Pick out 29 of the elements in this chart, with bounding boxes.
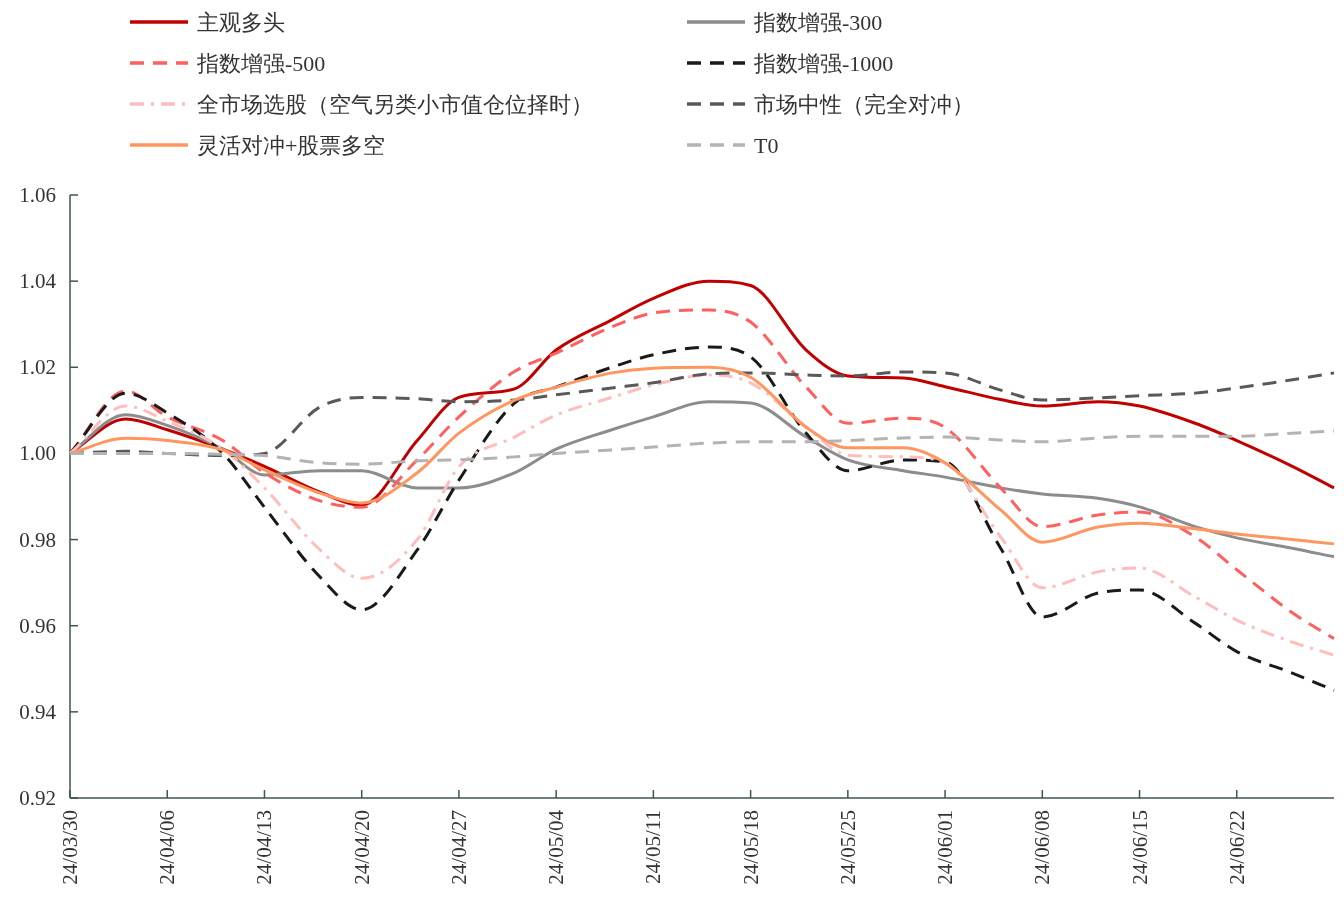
- x-tick-label: 24/04/27: [446, 810, 471, 885]
- legend-label: 指数增强-1000: [753, 51, 894, 76]
- x-tick-label: 24/05/04: [544, 809, 569, 885]
- x-tick-label: 24/06/22: [1224, 810, 1249, 885]
- y-tick-label: 0.94: [19, 699, 57, 724]
- y-tick-label: 0.96: [19, 613, 56, 638]
- legend-label: 灵活对冲+股票多空: [197, 133, 386, 158]
- y-tick-label: 1.02: [19, 355, 56, 380]
- y-tick-label: 1.00: [19, 441, 56, 466]
- legend-label: 市场中性（完全对冲）: [754, 92, 974, 117]
- y-tick-label: 0.92: [19, 786, 56, 810]
- x-tick-label: 24/04/06: [155, 810, 180, 885]
- x-tick-label: 24/06/15: [1127, 810, 1152, 885]
- x-tick-label: 24/04/20: [349, 810, 374, 885]
- y-tick-label: 0.98: [19, 527, 56, 552]
- x-tick-label: 24/04/13: [252, 810, 277, 885]
- legend-label: 主观多头: [197, 10, 285, 35]
- legend-label: 指数增强-300: [753, 10, 883, 35]
- legend-label: 全市场选股（空气另类小市值仓位择时）: [197, 92, 593, 117]
- x-tick-label: 24/05/11: [641, 810, 666, 884]
- y-tick-label: 1.04: [19, 269, 57, 294]
- x-tick-label: 24/06/01: [933, 810, 958, 885]
- y-tick-label: 1.06: [19, 183, 56, 207]
- legend-label: 指数增强-500: [196, 51, 326, 76]
- x-tick-label: 24/03/30: [58, 810, 82, 885]
- x-tick-label: 24/06/08: [1030, 810, 1055, 885]
- x-tick-label: 24/05/18: [738, 810, 763, 885]
- legend-label: T0: [754, 133, 779, 158]
- x-tick-label: 24/05/25: [835, 810, 860, 885]
